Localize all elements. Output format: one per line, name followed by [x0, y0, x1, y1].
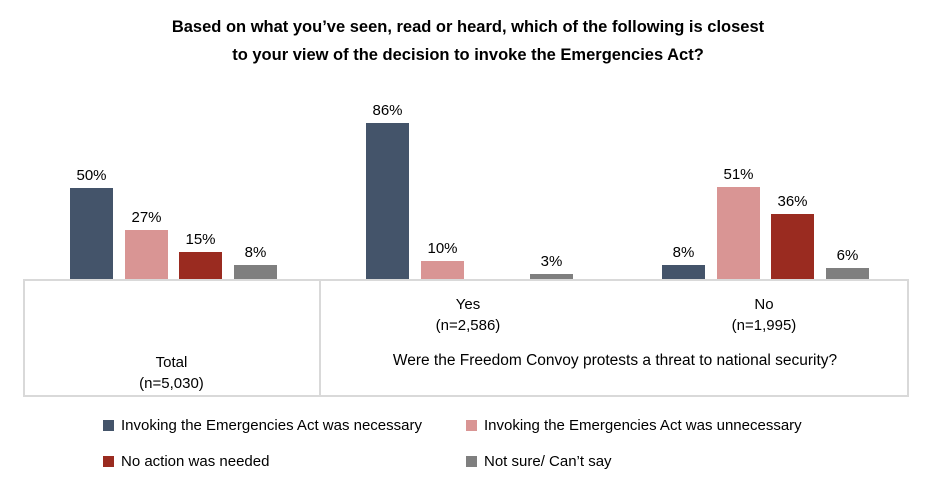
category-label-no: No (n=1,995) [664, 294, 864, 336]
category-label-total: Total (n=5,030) [23, 352, 320, 394]
legend-item-unnecessary: Invoking the Emergencies Act was unneces… [466, 417, 802, 434]
legend-label-no-action: No action was needed [121, 453, 270, 470]
chart-title: Based on what you’ve seen, read or heard… [0, 13, 936, 69]
legend-item-not-sure: Not sure/ Can’t say [466, 453, 612, 470]
legend-label-unnecessary: Invoking the Emergencies Act was unneces… [484, 417, 802, 434]
category-yes-name: Yes [455, 296, 481, 313]
bar-total-series-0 [70, 188, 113, 279]
bar-value-label-total-series-2: 15% [185, 231, 216, 248]
bar-value-label-total-series-3: 8% [244, 244, 267, 261]
category-axis-divider [319, 279, 321, 397]
bar-yes-series-0 [366, 123, 409, 279]
bar-value-label-yes-series-3: 3% [540, 253, 563, 270]
legend-swatch-necessary [103, 420, 114, 431]
category-no-name: No [754, 296, 774, 313]
chart-title-line-2: to your view of the decision to invoke t… [232, 46, 704, 64]
legend-swatch-no-action [103, 456, 114, 467]
bar-total-series-1 [125, 230, 168, 279]
bar-yes-series-1 [421, 261, 464, 279]
bar-value-label-total-series-0: 50% [76, 167, 107, 184]
bar-no-series-1 [717, 187, 760, 279]
category-yes-n: (n=2,586) [435, 317, 501, 334]
category-label-yes: Yes (n=2,586) [368, 294, 568, 336]
bar-value-label-yes-series-0: 86% [372, 102, 403, 119]
bar-total-series-3 [234, 265, 277, 279]
bar-value-label-no-series-1: 51% [723, 166, 754, 183]
category-total-name: Total [155, 354, 188, 371]
bar-yes-series-3 [530, 274, 573, 279]
bar-no-series-3 [826, 268, 869, 279]
bar-total-series-2 [179, 252, 222, 279]
category-total-n: (n=5,030) [139, 375, 204, 392]
category-axis-box [23, 279, 909, 397]
legend-label-necessary: Invoking the Emergencies Act was necessa… [121, 417, 422, 434]
chart-title-line-1: Based on what you’ve seen, read or heard… [171, 18, 765, 36]
bar-no-series-0 [662, 265, 705, 279]
legend-swatch-not-sure [466, 456, 477, 467]
bar-value-label-no-series-2: 36% [777, 193, 808, 210]
bar-no-series-2 [771, 214, 814, 279]
legend-item-no-action: No action was needed [103, 453, 269, 470]
bar-value-label-no-series-0: 8% [672, 244, 695, 261]
legend-swatch-unnecessary [466, 420, 477, 431]
axis-question-label: Were the Freedom Convoy protests a threa… [392, 352, 838, 369]
legend-item-necessary: Invoking the Emergencies Act was necessa… [103, 417, 422, 434]
bar-value-label-yes-series-1: 10% [427, 240, 458, 257]
legend-label-not-sure: Not sure/ Can’t say [484, 453, 612, 470]
bar-value-label-total-series-1: 27% [131, 209, 162, 226]
category-no-n: (n=1,995) [731, 317, 797, 334]
bar-value-label-no-series-3: 6% [836, 247, 859, 264]
